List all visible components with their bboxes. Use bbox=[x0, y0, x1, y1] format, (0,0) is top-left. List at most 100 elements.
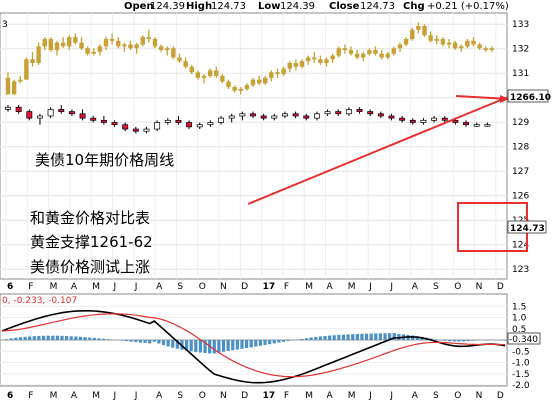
gold-body bbox=[275, 72, 280, 75]
macd-histogram-bar bbox=[157, 340, 161, 344]
macd-histogram-bar bbox=[364, 333, 369, 340]
gold-body bbox=[54, 42, 60, 51]
gold-body bbox=[214, 70, 219, 76]
macd-histogram-bar bbox=[134, 340, 138, 343]
month-tick-label: A bbox=[412, 282, 419, 292]
macd-histogram-bar bbox=[314, 336, 318, 340]
bond-body bbox=[228, 115, 235, 119]
macd-histogram-bar bbox=[5, 339, 9, 340]
macd-histogram-bar bbox=[32, 336, 36, 340]
month-tick-label: F bbox=[284, 282, 289, 292]
macd-line bbox=[1, 310, 506, 384]
bond-body bbox=[399, 117, 406, 121]
gold-body bbox=[459, 46, 464, 49]
macd-histogram-bar bbox=[51, 335, 55, 340]
macd-histogram-bar bbox=[88, 337, 92, 340]
gold-body bbox=[24, 59, 29, 80]
bond-body bbox=[409, 119, 416, 123]
gold-body bbox=[299, 61, 305, 67]
gold-body bbox=[446, 42, 452, 45]
bond-body bbox=[218, 117, 224, 123]
gold-body bbox=[158, 46, 164, 51]
macd-histogram-bar bbox=[328, 335, 332, 340]
price-tick-label: 128 bbox=[512, 143, 529, 153]
macd-month-tick-label: O bbox=[199, 391, 206, 401]
gold-body bbox=[348, 50, 354, 54]
month-tick-label: N bbox=[220, 282, 227, 292]
macd-histogram-bar bbox=[332, 335, 336, 340]
macd-tag-text: -0.340 bbox=[509, 335, 538, 345]
bond-body bbox=[26, 111, 33, 119]
bond-body bbox=[345, 109, 352, 115]
macd-histogram-bar bbox=[41, 335, 46, 340]
month-tick-label: D bbox=[497, 282, 504, 292]
macd-tick-label: 1.5 bbox=[512, 302, 526, 312]
macd-value-tag: -0.340 bbox=[507, 332, 541, 345]
macd-histogram-bar bbox=[448, 340, 452, 342]
macd-histogram-bar bbox=[263, 340, 267, 345]
low-label: Low bbox=[258, 1, 280, 12]
gold-body bbox=[397, 44, 403, 49]
price-tick-label: 133 bbox=[512, 20, 529, 30]
gold-body bbox=[403, 38, 409, 45]
macd-histogram-bar bbox=[383, 333, 387, 340]
macd-histogram-bar bbox=[249, 340, 253, 348]
gold-body bbox=[134, 44, 139, 49]
month-tick-label: S bbox=[433, 282, 439, 292]
gold-body bbox=[60, 42, 66, 47]
macd-month-tick-label: M bbox=[50, 391, 58, 401]
gold-body bbox=[140, 37, 145, 45]
bond-body bbox=[47, 109, 54, 117]
gold-body bbox=[232, 87, 237, 91]
gold-body bbox=[91, 51, 96, 54]
macd-month-tick-label: M bbox=[92, 391, 100, 401]
bond-body bbox=[388, 115, 395, 119]
month-tick-label: F bbox=[28, 282, 33, 292]
bond-body bbox=[239, 113, 246, 117]
macd-month-tick-label: 17 bbox=[263, 391, 276, 401]
macd-histogram-bar bbox=[184, 340, 189, 351]
gold-body bbox=[263, 77, 268, 84]
gold-body bbox=[244, 85, 250, 89]
month-tick-label: S bbox=[177, 282, 183, 292]
month-tick-label: M bbox=[50, 282, 58, 292]
macd-histogram-bar bbox=[388, 333, 392, 340]
macd-histogram-bar bbox=[235, 340, 239, 350]
macd-histogram-bar bbox=[258, 340, 263, 346]
month-tick-label: M bbox=[348, 282, 356, 292]
gold-body bbox=[128, 44, 133, 49]
macd-histogram-bar bbox=[92, 337, 96, 340]
macd-histogram-bar bbox=[46, 335, 50, 340]
macd-histogram-bar bbox=[143, 340, 147, 343]
bond-body bbox=[37, 115, 43, 119]
bond-body bbox=[250, 113, 256, 117]
macd-month-tick-label: N bbox=[220, 391, 227, 401]
macd-histogram-bar bbox=[138, 340, 143, 343]
macd-histogram-bar bbox=[9, 338, 13, 340]
gold-body bbox=[177, 57, 182, 62]
gold-body bbox=[324, 59, 329, 63]
gold-body bbox=[85, 48, 90, 54]
macd-histogram-bar bbox=[171, 340, 175, 348]
price-tick-label: 123 bbox=[512, 265, 529, 275]
gold-body bbox=[189, 66, 194, 73]
macd-histogram-bar bbox=[152, 340, 156, 342]
gold-body bbox=[342, 48, 348, 51]
gold-body bbox=[477, 44, 482, 49]
ohlc-header: Open 124.39 High 124.73 Low 124.39 Close… bbox=[124, 1, 509, 12]
high-label: High bbox=[186, 1, 212, 12]
macd-histogram-bar bbox=[28, 336, 32, 340]
month-tick-label: J bbox=[113, 282, 117, 292]
month-tick-label: M bbox=[305, 282, 313, 292]
macd-histogram-bar bbox=[471, 340, 475, 341]
bond-body bbox=[79, 113, 86, 119]
macd-histogram-bar bbox=[341, 334, 346, 340]
macd-histogram-bar bbox=[148, 340, 152, 344]
macd-histogram-bar bbox=[309, 337, 313, 340]
gold-body bbox=[226, 81, 231, 88]
macd-values-label: 0, -0.233, -0.107 bbox=[2, 296, 77, 306]
gold-body bbox=[146, 37, 152, 39]
bond-body bbox=[452, 119, 459, 123]
bond-body bbox=[356, 109, 363, 112]
macd-month-tick-label: J bbox=[368, 391, 372, 401]
